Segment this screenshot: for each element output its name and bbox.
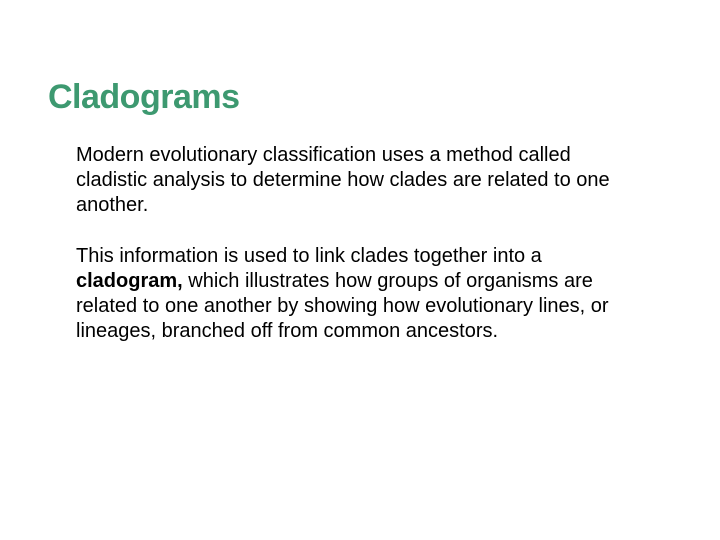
- slide: Cladograms Modern evolutionary classific…: [0, 0, 720, 540]
- paragraph-1: Modern evolutionary classification uses …: [76, 143, 626, 218]
- paragraph-2-pre: This information is used to link clades …: [76, 245, 542, 267]
- paragraph-2: This information is used to link clades …: [76, 244, 626, 344]
- paragraph-2-bold: cladogram,: [76, 270, 183, 292]
- slide-title: Cladograms: [48, 78, 656, 117]
